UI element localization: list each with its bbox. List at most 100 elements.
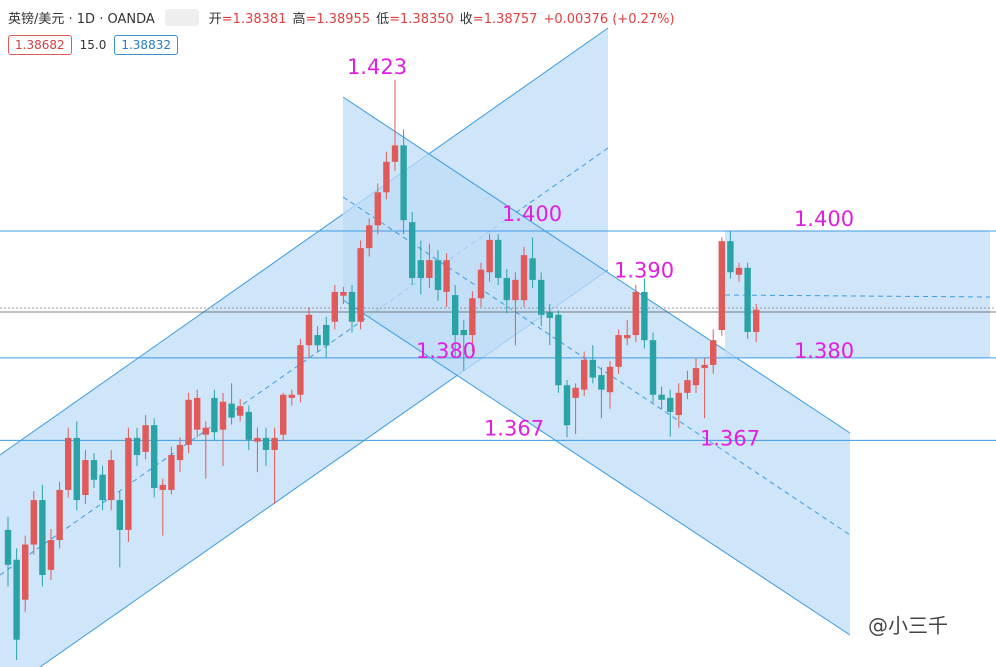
candle-body [82, 460, 89, 496]
sell-price[interactable]: 1.38682 [8, 35, 72, 55]
candle-body [348, 291, 356, 322]
price-boxes: 1.38682 15.0 1.38832 [8, 35, 178, 55]
candle-body [649, 340, 657, 395]
candle-body [133, 437, 141, 456]
candle-body [4, 529, 12, 565]
candle-body [125, 437, 132, 530]
candle-body [400, 145, 407, 221]
annotation: 1.400 [502, 202, 562, 226]
candle-body [469, 298, 476, 336]
candle-body [383, 161, 390, 193]
legend-key: 收 [459, 12, 473, 27]
candle-body [555, 314, 562, 386]
candle-body [39, 500, 46, 575]
candle-body [727, 241, 734, 273]
candle-body [357, 248, 364, 322]
candle-body [434, 260, 442, 291]
candle-body [753, 309, 760, 332]
candle-body [168, 455, 175, 490]
candle-body [56, 489, 63, 541]
candle-body [237, 406, 244, 416]
buy-price[interactable]: 1.38832 [114, 35, 178, 55]
candle-body [735, 267, 743, 275]
candle-body [305, 314, 313, 346]
candle-body [658, 394, 665, 400]
candle-body [692, 368, 700, 386]
candle-body [452, 295, 459, 336]
candle-body [288, 394, 295, 398]
candle-body [589, 359, 596, 378]
spread: 15.0 [77, 36, 109, 54]
legend-value: =1.38350 [389, 12, 454, 27]
candle-body [340, 291, 347, 296]
annotation: 1.367 [700, 426, 760, 450]
candle-body [47, 540, 55, 570]
candle-body [546, 312, 553, 318]
candle-body [744, 267, 751, 332]
legend-value: =1.38757 [472, 12, 538, 27]
candle-body [314, 335, 321, 346]
ohlc-legend: 开=1.38381 高=1.38955 低=1.38350 收=1.38757 +0.0… [209, 8, 681, 27]
candle-body [271, 437, 278, 450]
candle-body [641, 291, 648, 341]
candle-body [280, 394, 287, 435]
candle-body [245, 411, 252, 440]
candle-body [202, 427, 209, 435]
candle-body [151, 425, 158, 489]
candle-body [99, 474, 106, 501]
candle-body [606, 366, 614, 393]
annotation: 1.390 [614, 258, 674, 282]
annotation: 1.380 [794, 339, 854, 363]
icon[interactable] [164, 9, 199, 26]
range-box [724, 231, 991, 358]
candle-body [262, 437, 270, 450]
candle-body [176, 444, 184, 461]
legend-key: 低 [376, 12, 390, 27]
candle-body [675, 392, 682, 416]
candle-body [598, 375, 605, 390]
candle-body [297, 345, 304, 395]
candle-body [718, 241, 725, 331]
candle-body [710, 340, 717, 365]
candle-body [538, 279, 545, 315]
candle-body [13, 559, 20, 640]
symbol-header: 英镑/美元 · 1D · OANDA 开=1.38381 高=1.38955 低=1… [8, 8, 681, 27]
legend-key: 开 [208, 12, 222, 27]
candle-body [563, 385, 571, 426]
candle-body [495, 239, 502, 278]
candle-body [159, 484, 166, 490]
candle-body [30, 500, 37, 545]
symbol-title: 英镑/美元 · 1D · OANDA [8, 12, 155, 27]
candle-body [116, 500, 123, 530]
candle-body [667, 397, 674, 412]
candle-body [615, 335, 622, 367]
candle-body [477, 269, 485, 299]
candle-body [323, 324, 330, 346]
candle-body [684, 380, 691, 393]
watermark: @小三千 [868, 614, 948, 638]
legend-value: =1.38955 [305, 12, 371, 27]
candle-body [73, 437, 80, 501]
candle-body [701, 364, 708, 369]
candle-body [503, 277, 510, 301]
candle-body [409, 222, 416, 278]
candle-body [108, 460, 115, 501]
candle-body [520, 255, 528, 301]
candle-body [417, 260, 424, 278]
candle-body [211, 397, 218, 433]
candle-body [374, 192, 381, 226]
annotation: 1.380 [416, 339, 476, 363]
candle-body [228, 403, 235, 418]
legend-value: =1.38381 [221, 12, 287, 27]
candle-body [529, 258, 536, 280]
candle-body [254, 437, 261, 442]
candle-body [443, 260, 450, 292]
candle-body [22, 544, 29, 600]
candle-body [512, 279, 519, 301]
candle-body [460, 330, 467, 336]
annotation: 1.400 [794, 207, 854, 231]
candle-body [572, 387, 579, 398]
candle-body [219, 401, 227, 430]
